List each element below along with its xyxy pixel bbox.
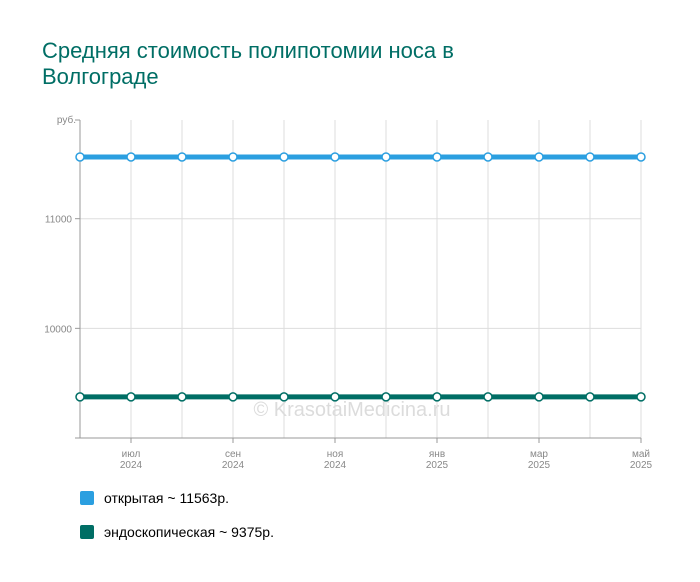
data-point-1-3 bbox=[228, 392, 238, 402]
x-tick-label-month-1: сен bbox=[225, 449, 241, 460]
chart-title: Средняя стоимость полипотомии носа в Вол… bbox=[42, 38, 454, 89]
legend-swatch-open bbox=[80, 491, 94, 505]
data-point-0-0 bbox=[75, 152, 85, 162]
data-point-1-5 bbox=[330, 392, 340, 402]
data-point-0-1 bbox=[126, 152, 136, 162]
y-tick-label-0: 10000 bbox=[44, 324, 72, 335]
data-point-1-7 bbox=[432, 392, 442, 402]
legend-item-open[interactable]: открытая ~ 11563р. bbox=[80, 488, 274, 508]
x-tick-label-month-0: июл bbox=[122, 449, 141, 460]
x-tick-label-month-3: янв bbox=[429, 449, 445, 460]
x-tick-label-month-5: май bbox=[632, 449, 650, 460]
x-tick-label-year-4: 2025 bbox=[528, 460, 551, 471]
y-tick-label-1: 11000 bbox=[45, 215, 73, 226]
x-tick-label-year-3: 2025 bbox=[426, 460, 449, 471]
legend-item-endoscopic[interactable]: эндоскопическая ~ 9375р. bbox=[80, 522, 274, 542]
data-point-1-10 bbox=[585, 392, 595, 402]
data-point-1-4 bbox=[279, 392, 289, 402]
x-tick-label-month-2: ноя bbox=[327, 449, 344, 460]
watermark-text: © KrasotaiMedicina.ru bbox=[253, 399, 450, 421]
data-point-0-9 bbox=[534, 152, 544, 162]
data-point-0-7 bbox=[432, 152, 442, 162]
x-tick-label-year-5: 2025 bbox=[630, 460, 653, 471]
data-point-0-3 bbox=[228, 152, 238, 162]
grid bbox=[79, 120, 642, 438]
x-tick-label-year-2: 2024 bbox=[324, 460, 347, 471]
data-point-1-9 bbox=[534, 392, 544, 402]
legend-label-endoscopic: эндоскопическая ~ 9375р. bbox=[104, 524, 274, 540]
data-point-0-5 bbox=[330, 152, 340, 162]
data-point-1-2 bbox=[177, 392, 187, 402]
legend-swatch-endoscopic bbox=[80, 525, 94, 539]
data-point-0-8 bbox=[483, 152, 493, 162]
series bbox=[75, 152, 646, 402]
legend-label-open: открытая ~ 11563р. bbox=[104, 490, 230, 506]
data-point-0-2 bbox=[177, 152, 187, 162]
data-point-0-4 bbox=[279, 152, 289, 162]
y-unit-label: руб. bbox=[57, 114, 76, 126]
legend: открытая ~ 11563р. эндоскопическая ~ 937… bbox=[80, 488, 274, 556]
data-point-0-11 bbox=[636, 152, 646, 162]
data-point-1-11 bbox=[636, 392, 646, 402]
x-tick-label-month-4: мар bbox=[530, 449, 548, 460]
x-tick-label-year-1: 2024 bbox=[222, 460, 245, 471]
data-point-1-0 bbox=[75, 392, 85, 402]
data-point-1-6 bbox=[381, 392, 391, 402]
data-point-0-10 bbox=[585, 152, 595, 162]
line-chart: руб.1000011000июл2024сен2024ноя2024янв20… bbox=[44, 114, 652, 471]
data-point-0-6 bbox=[381, 152, 391, 162]
axes: руб.1000011000июл2024сен2024ноя2024янв20… bbox=[44, 114, 652, 471]
data-point-1-1 bbox=[126, 392, 136, 402]
x-tick-label-year-0: 2024 bbox=[120, 460, 143, 471]
data-point-1-8 bbox=[483, 392, 493, 402]
